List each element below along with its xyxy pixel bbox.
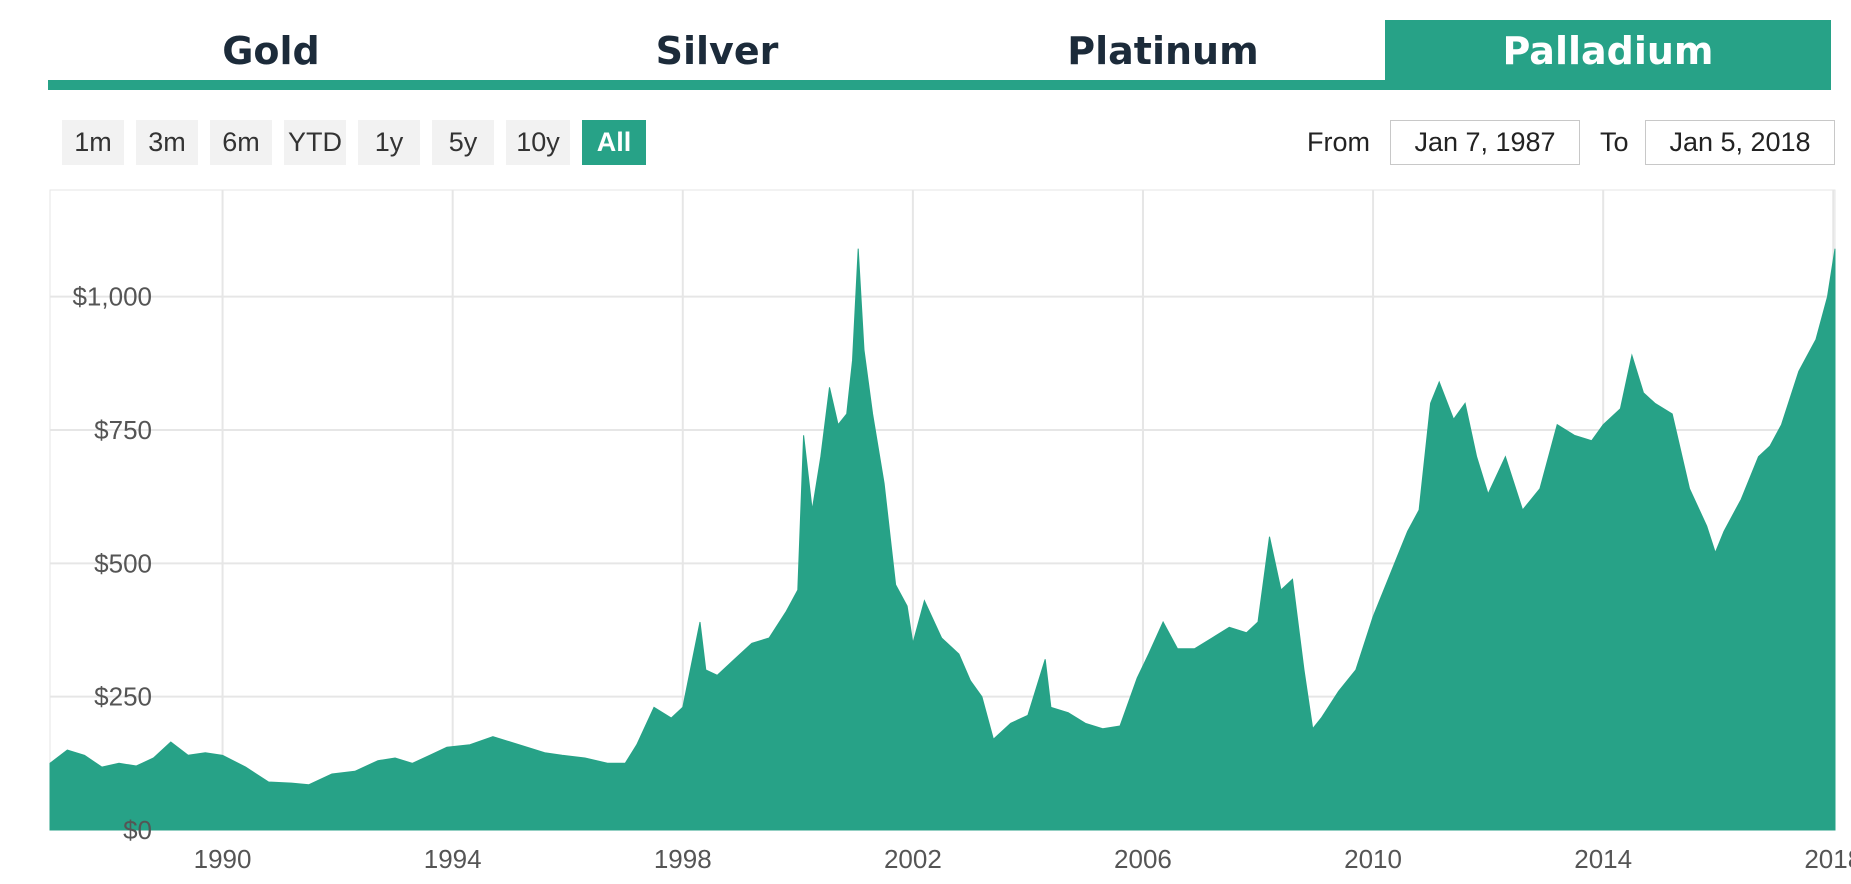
- x-tick-label: 1994: [424, 844, 482, 874]
- metal-tabs: Gold Silver Platinum Palladium: [48, 20, 1831, 90]
- range-button-1m[interactable]: 1m: [62, 120, 124, 165]
- tab-palladium[interactable]: Palladium: [1385, 20, 1831, 90]
- range-button-all[interactable]: All: [582, 120, 646, 165]
- to-date-input[interactable]: Jan 5, 2018: [1645, 120, 1835, 165]
- y-tick-label: $1,000: [72, 282, 152, 312]
- x-tick-label: 2014: [1574, 844, 1632, 874]
- y-tick-label: $250: [94, 682, 152, 712]
- x-tick-label: 1998: [654, 844, 712, 874]
- range-button-5y[interactable]: 5y: [432, 120, 494, 165]
- from-label: From: [1307, 127, 1370, 157]
- from-date-input[interactable]: Jan 7, 1987: [1390, 120, 1580, 165]
- tab-platinum[interactable]: Platinum: [1067, 29, 1259, 73]
- range-button-1y[interactable]: 1y: [358, 120, 420, 165]
- tabs-underline: [48, 80, 1831, 90]
- x-tick-label: 2018: [1804, 844, 1851, 874]
- y-tick-label: $750: [94, 415, 152, 445]
- tab-silver[interactable]: Silver: [655, 29, 779, 73]
- range-button-6m[interactable]: 6m: [210, 120, 272, 165]
- x-tick-label: 2010: [1344, 844, 1402, 874]
- range-button-3m[interactable]: 3m: [136, 120, 198, 165]
- x-tick-label: 2006: [1114, 844, 1172, 874]
- range-button-ytd[interactable]: YTD: [284, 120, 346, 165]
- to-label: To: [1600, 127, 1629, 157]
- y-tick-label: $0: [123, 815, 152, 845]
- x-tick-label: 1990: [194, 844, 252, 874]
- price-area-series: [49, 248, 1836, 831]
- y-tick-label: $500: [94, 548, 152, 578]
- range-button-10y[interactable]: 10y: [506, 120, 570, 165]
- x-tick-label: 2002: [884, 844, 942, 874]
- tab-gold[interactable]: Gold: [222, 29, 320, 73]
